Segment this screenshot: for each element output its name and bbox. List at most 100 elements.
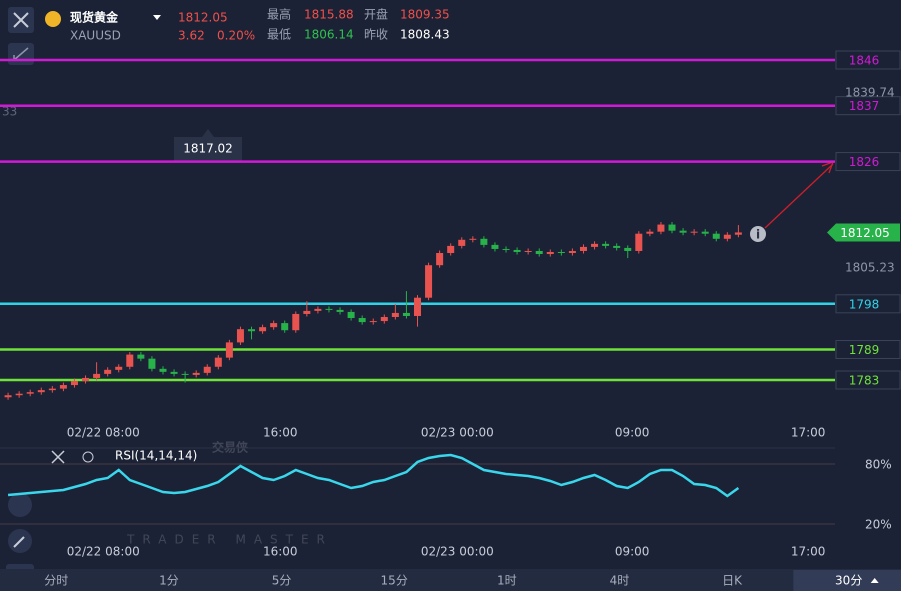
candle-body — [436, 253, 444, 266]
candle-body — [546, 251, 554, 255]
candle-body — [414, 297, 421, 316]
candle-body — [115, 366, 123, 370]
candle-body — [126, 354, 134, 367]
watermark-cn: 交易侠 — [212, 440, 249, 455]
level-label: 1846 — [849, 53, 880, 67]
header: 现货黄金 XAUUSD 1812.05 3.62 0.20% 最高 1815.8… — [8, 7, 450, 43]
y-tick-label: 1839.74 — [845, 85, 895, 99]
tab[interactable]: 5分 — [272, 574, 292, 588]
title[interactable]: 现货黄金 — [70, 10, 119, 25]
annotation-pointer — [202, 129, 214, 137]
candle-body — [37, 390, 45, 393]
candle-body — [270, 323, 278, 328]
level-tag — [835, 370, 901, 390]
candle-body — [325, 308, 333, 310]
candle-body — [358, 318, 366, 323]
candle-body — [347, 311, 355, 319]
change: 3.62 — [178, 29, 205, 43]
candle-body — [26, 392, 34, 394]
candle-body — [458, 239, 466, 246]
candle-body — [602, 243, 610, 246]
dropdown-arrow[interactable] — [153, 15, 161, 20]
candle-body — [591, 243, 599, 247]
candle-body — [336, 309, 344, 312]
tab[interactable]: 15分 — [381, 574, 408, 588]
level-tag — [835, 152, 901, 172]
tab[interactable]: 1分 — [159, 574, 179, 588]
tab[interactable]: 分时 — [44, 574, 68, 588]
rsi-eye[interactable] — [82, 451, 94, 463]
candle-body — [524, 250, 532, 252]
tab-bar — [0, 569, 901, 591]
candle-body — [402, 312, 410, 316]
tab[interactable]: 日K — [722, 574, 743, 588]
candle-body — [513, 249, 521, 252]
right-axis — [835, 0, 901, 569]
annotation: 1817.02 — [183, 142, 233, 156]
candle-body — [225, 342, 233, 358]
x-tick-label: 16:00 — [263, 545, 298, 559]
x-tick-label: 17:00 — [791, 545, 826, 559]
candle-body — [82, 377, 90, 382]
candle-body — [148, 358, 156, 369]
candle-body — [170, 371, 178, 374]
symbol: XAUUSD — [70, 29, 121, 43]
candle-body — [380, 317, 388, 322]
stat-label: 开盘 — [364, 7, 388, 22]
candle-body — [281, 323, 289, 331]
tab[interactable]: 1时 — [497, 574, 517, 588]
rsi-close[interactable] — [51, 450, 65, 464]
info-icon[interactable] — [750, 226, 766, 242]
candle-body — [668, 224, 676, 231]
candle-body — [447, 245, 455, 254]
selected-tab[interactable] — [793, 570, 901, 591]
candle-body — [624, 247, 632, 251]
candle-body — [369, 321, 377, 323]
x-tick-label: 02/22 08:00 — [67, 545, 140, 559]
candle-body — [292, 313, 300, 331]
stat-value: 1809.35 — [400, 8, 450, 22]
price-tag — [827, 223, 900, 242]
watermark-en: TRADER MASTER — [126, 533, 333, 547]
info-glyph: i — [756, 228, 760, 242]
stat-label: 最低 — [267, 28, 291, 42]
tab-arrow — [870, 578, 879, 583]
stat-value: 1806.14 — [304, 28, 354, 42]
edge-label: 33 — [2, 105, 17, 119]
stat-value: 1808.43 — [400, 28, 450, 42]
x-tick-label: 09:00 — [615, 426, 650, 440]
level-tag — [835, 294, 901, 314]
tab[interactable]: 30分 — [835, 574, 862, 588]
candle-body — [657, 224, 665, 232]
level-label: 1783 — [849, 373, 880, 387]
x-tick-label: 02/23 00:00 — [421, 426, 494, 440]
candle-body — [469, 238, 477, 240]
stat-label: 最高 — [267, 7, 291, 22]
level-label: 1837 — [849, 99, 880, 113]
y-tick-label: 20% — [865, 518, 892, 532]
indicator-title: RSI(14,14,14) — [115, 449, 197, 463]
candle-body — [712, 233, 720, 239]
candle-body — [502, 248, 510, 250]
candle-body — [391, 312, 399, 318]
x-tick-label: 02/22 08:00 — [67, 426, 140, 440]
candle-body — [236, 329, 244, 343]
candle-body — [734, 232, 742, 235]
candle-body — [613, 245, 621, 248]
candle-body — [535, 250, 543, 255]
price-tag-label: 1812.05 — [840, 226, 890, 240]
tab[interactable]: 4时 — [610, 574, 630, 588]
candle-body — [557, 251, 565, 254]
level-label: 1826 — [849, 155, 880, 169]
candle-body — [59, 385, 67, 389]
candle-body — [70, 381, 78, 386]
tool-button[interactable] — [8, 493, 32, 517]
candle-body — [104, 369, 112, 374]
candle-body — [568, 250, 576, 254]
level-tag — [835, 96, 901, 116]
candle-body — [259, 327, 267, 332]
candle-body — [480, 238, 488, 245]
x-tick-label: 16:00 — [263, 426, 298, 440]
